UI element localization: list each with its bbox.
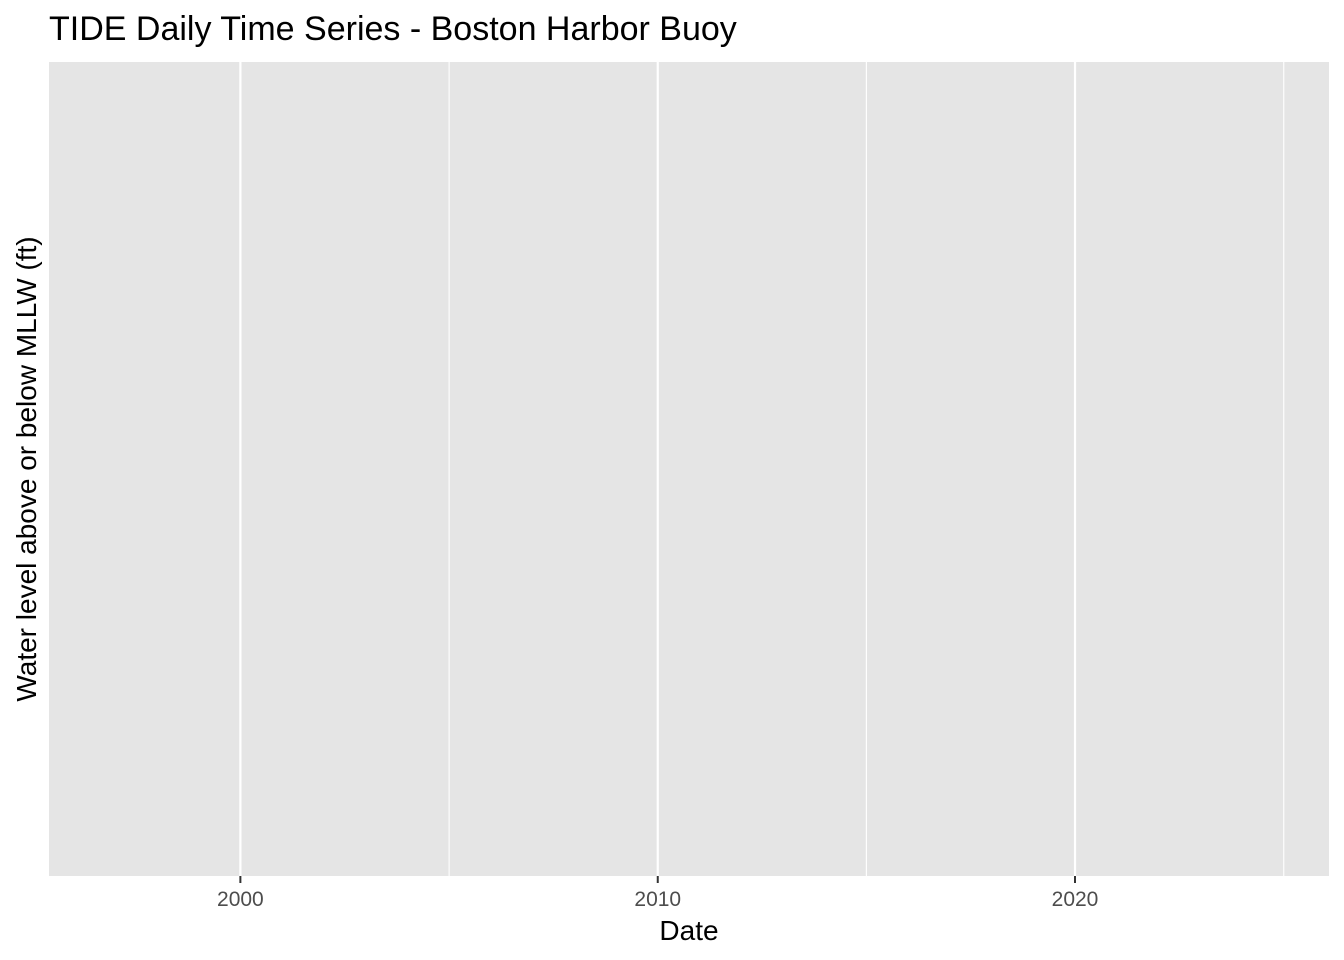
x-tick-label: 2020: [1052, 888, 1099, 911]
chart-title: TIDE Daily Time Series - Boston Harbor B…: [49, 10, 737, 48]
y-axis-title: Water level above or below MLLW (ft): [11, 236, 42, 701]
x-tick-label: 2010: [634, 888, 681, 911]
minor-gridlines: [31, 62, 1285, 876]
x-axis-ticks: 2000 2010 2020: [217, 876, 1098, 911]
plot-panel: [49, 62, 1329, 876]
x-tick-label: 2000: [217, 888, 264, 911]
major-gridlines: [239, 62, 1077, 876]
x-axis-title: Date: [659, 915, 718, 946]
